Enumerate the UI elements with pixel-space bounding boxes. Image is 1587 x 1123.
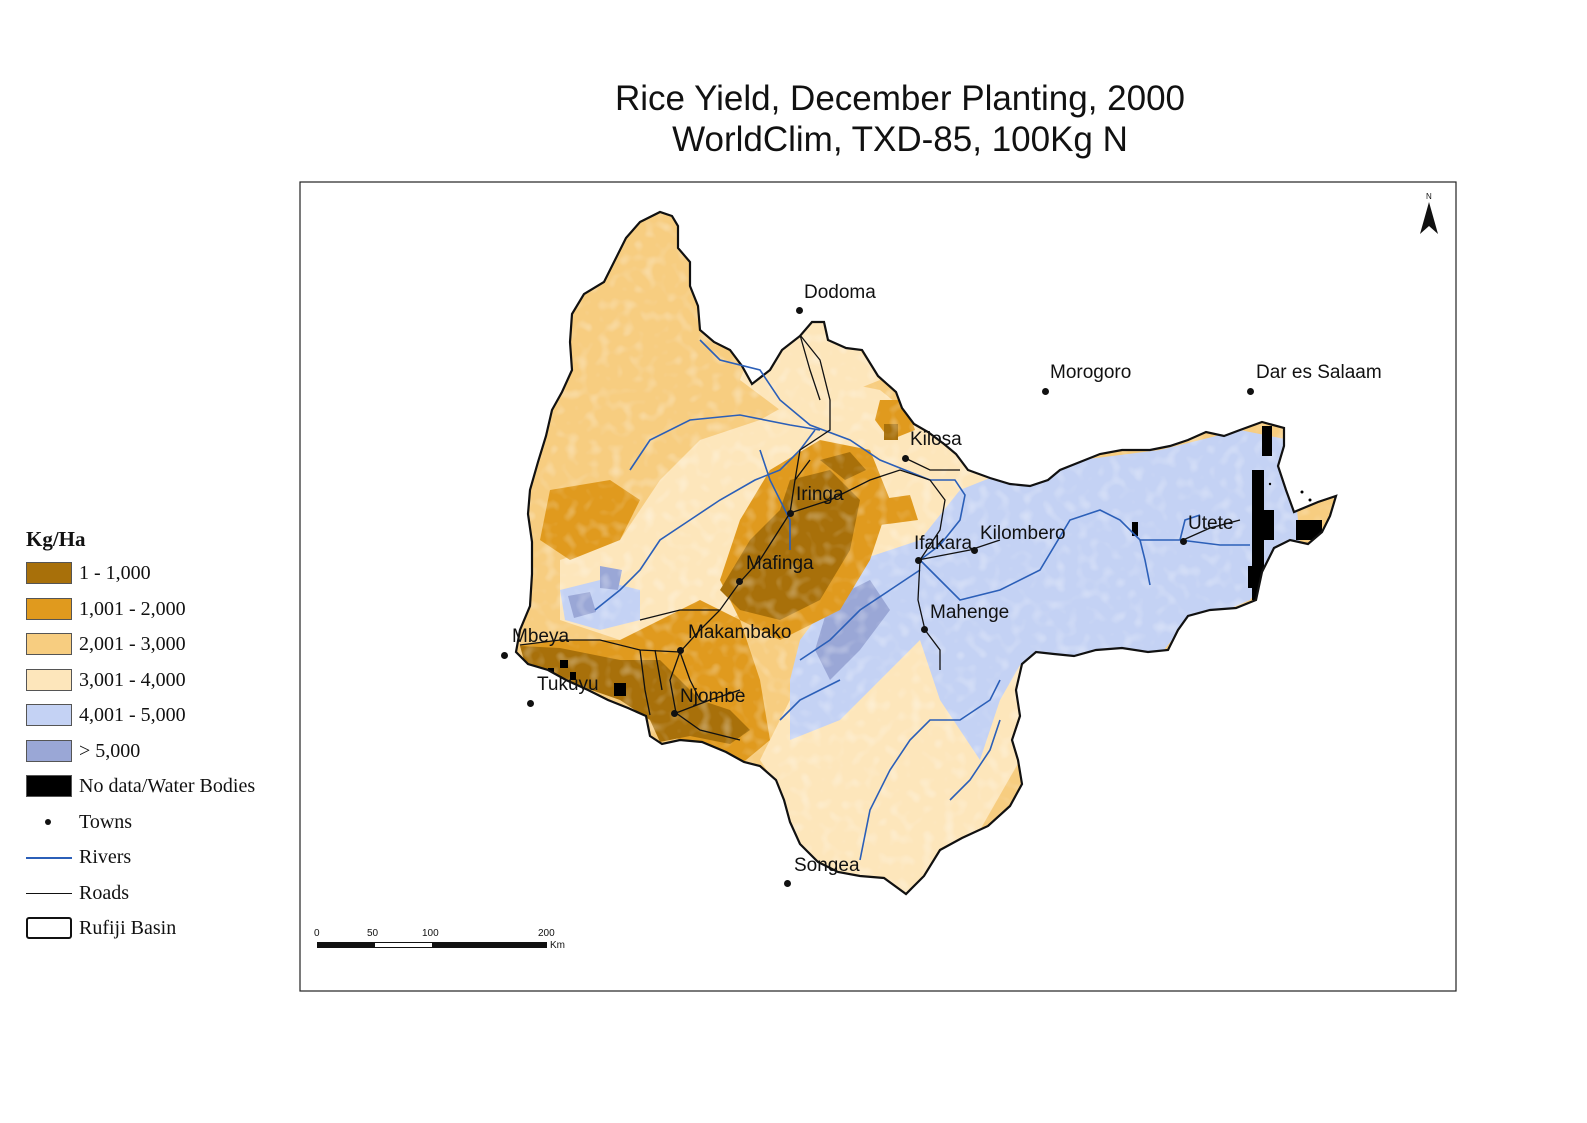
legend-swatch <box>26 562 72 584</box>
legend-label: 2,001 - 3,000 <box>79 633 186 655</box>
scale-bar: 0 50 100 200 Km <box>314 928 576 956</box>
town-label: Kilosa <box>910 429 962 450</box>
map-title-line-2: WorldClim, TXD-85, 100Kg N <box>672 120 1128 159</box>
legend-item-1-1000: 1 - 1,000 <box>26 562 151 598</box>
town-label: Mafinga <box>746 553 814 574</box>
legend-item-3001-4000: 3,001 - 4,000 <box>26 668 186 705</box>
legend-item-over-5000: > 5,000 <box>26 739 140 776</box>
town-dot <box>527 700 534 707</box>
legend: Kg/Ha 1 - 1,000 1,001 - 2,000 2,001 - 3,… <box>26 527 255 953</box>
legend-item-1001-2000: 1,001 - 2,000 <box>26 597 186 634</box>
town-dot <box>1180 538 1187 545</box>
legend-item-basin: Rufiji Basin <box>26 917 176 953</box>
town-label: Songea <box>794 855 860 876</box>
legend-label: 4,001 - 5,000 <box>79 704 186 726</box>
north-arrow-label: N <box>1426 192 1432 201</box>
legend-label: No data/Water Bodies <box>79 775 256 797</box>
town-dot <box>796 307 803 314</box>
north-arrow: N <box>1418 192 1440 236</box>
town-label: Utete <box>1188 513 1234 534</box>
town-label: Tukuyu <box>537 674 599 695</box>
scale-tick-50: 50 <box>367 928 379 939</box>
town-label: Mahenge <box>930 602 1010 623</box>
legend-swatch <box>26 739 72 762</box>
legend-label: Rivers <box>79 846 132 868</box>
roads <box>519 334 1241 741</box>
town-dot <box>501 652 508 659</box>
legend-label: 1,001 - 2,000 <box>79 597 186 620</box>
legend-swatch <box>26 597 72 620</box>
map-title-line-1: Rice Yield, December Planting, 2000 <box>614 79 1186 118</box>
legend-title: Kg/Ha <box>26 527 86 551</box>
legend-item-4001-5000: 4,001 - 5,000 <box>26 704 186 740</box>
no-data-cells <box>548 426 1322 696</box>
scale-tick-0: 0 <box>314 928 320 939</box>
town-dot <box>902 455 909 462</box>
town-label: Ifakara <box>914 533 973 554</box>
town-label: Dar es Salaam <box>1256 362 1382 383</box>
legend-item-roads: Roads <box>26 882 129 918</box>
legend-swatch <box>26 775 72 797</box>
legend-item-rivers: Rivers <box>26 846 131 882</box>
legend-swatch <box>26 668 72 691</box>
scale-tick-100: 100 <box>422 928 439 939</box>
town-dot <box>671 710 678 717</box>
basin-outline-icon <box>26 917 72 939</box>
map-title: Rice Yield, December Planting, 2000 Worl… <box>500 78 1300 160</box>
town-label: Kilombero <box>980 523 1066 544</box>
scale-tick-200: 200 <box>538 928 555 939</box>
town-dot <box>736 578 743 585</box>
legend-label: > 5,000 <box>79 739 141 762</box>
town-dot <box>921 626 928 633</box>
river-line-icon <box>26 846 72 868</box>
town-label: Morogoro <box>1050 362 1132 383</box>
town-label: Iringa <box>796 484 844 505</box>
town-dot <box>1042 388 1049 395</box>
legend-item-no-data: No data/Water Bodies <box>26 775 255 811</box>
town-dot <box>1247 388 1254 395</box>
legend-label: 1 - 1,000 <box>79 562 151 584</box>
town-dot <box>784 880 791 887</box>
legend-swatch <box>26 633 72 655</box>
scale-bar-graphic <box>317 942 547 948</box>
legend-swatch <box>26 704 72 726</box>
town-dot <box>971 547 978 554</box>
town-label: Njombe <box>680 686 746 707</box>
legend-label: Roads <box>79 881 129 904</box>
legend-item-towns: Towns <box>26 811 132 847</box>
town-label: Mbeya <box>512 626 570 647</box>
town-label: Makambako <box>688 622 792 643</box>
town-dot <box>787 510 794 517</box>
legend-label: 3,001 - 4,000 <box>79 668 186 691</box>
road-line-icon <box>26 882 72 904</box>
scale-unit: Km <box>550 940 565 951</box>
town-label: Dodoma <box>804 282 876 303</box>
town-dot <box>915 557 922 564</box>
town-dot-icon <box>26 811 72 833</box>
legend-label: Rufiji Basin <box>79 917 177 939</box>
legend-label: Towns <box>79 810 133 833</box>
legend-item-2001-3000: 2,001 - 3,000 <box>26 633 186 669</box>
north-arrow-icon <box>1420 202 1438 234</box>
coastal-islands <box>1268 482 1312 502</box>
town-dot <box>677 647 684 654</box>
